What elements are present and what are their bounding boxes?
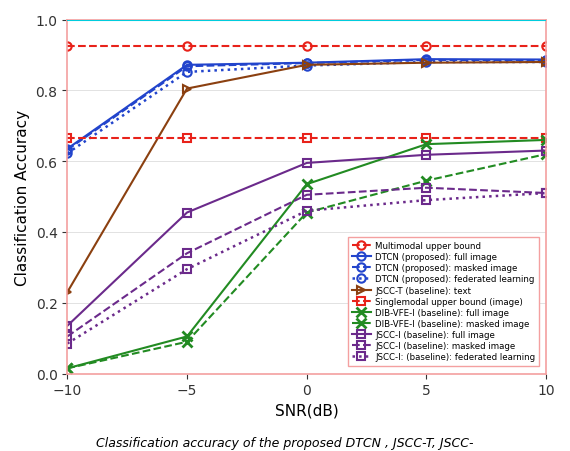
DTCN (proposed): full image: (10, 0.887): full image: (10, 0.887) xyxy=(543,58,549,63)
JSCC-I (baseline): full image: (0, 0.595): full image: (0, 0.595) xyxy=(303,161,310,166)
Y-axis label: Classification Accuracy: Classification Accuracy xyxy=(15,109,30,285)
DIB-VFE-I (baseline): masked image: (-5, 0.09): masked image: (-5, 0.09) xyxy=(184,339,190,345)
X-axis label: SNR(dB): SNR(dB) xyxy=(275,403,339,418)
DIB-VFE-I (baseline): full image: (0, 0.535): full image: (0, 0.535) xyxy=(303,182,310,188)
DTCN (proposed): masked image: (5, 0.886): masked image: (5, 0.886) xyxy=(423,58,430,64)
Line: JSCC-I (baseline): full image: JSCC-I (baseline): full image xyxy=(63,147,551,330)
JSCC-I: (baseline): federated learning: (10, 0.51): (baseline): federated learning: (10, 0.5… xyxy=(543,191,549,196)
Text: Classification accuracy of the proposed DTCN , JSCC-T, JSCC-: Classification accuracy of the proposed … xyxy=(96,437,474,450)
JSCC-T (baseline): text: (5, 0.878): text: (5, 0.878) xyxy=(423,61,430,66)
DTCN (proposed): federated learning: (5, 0.88): federated learning: (5, 0.88) xyxy=(423,60,430,65)
Line: Singlemodal upper bound (image): Singlemodal upper bound (image) xyxy=(63,135,551,143)
DTCN (proposed): full image: (-10, 0.635): full image: (-10, 0.635) xyxy=(64,147,71,152)
JSCC-I (baseline): full image: (-5, 0.455): full image: (-5, 0.455) xyxy=(184,210,190,216)
Multimodal upper bound xyxy=(543,45,549,50)
Line: DTCN (proposed): masked image: DTCN (proposed): masked image xyxy=(63,56,551,155)
Singlemodal upper bound (image) xyxy=(303,136,310,142)
DTCN (proposed): federated learning: (10, 0.88): federated learning: (10, 0.88) xyxy=(543,60,549,65)
Line: JSCC-T (baseline): text: JSCC-T (baseline): text xyxy=(63,59,551,297)
Multimodal upper bound xyxy=(303,45,310,50)
Line: DIB-VFE-I (baseline): full image: DIB-VFE-I (baseline): full image xyxy=(63,136,551,373)
DTCN (proposed): full image: (0, 0.878): full image: (0, 0.878) xyxy=(303,61,310,66)
DIB-VFE-I (baseline): full image: (-10, 0.015): full image: (-10, 0.015) xyxy=(64,366,71,371)
DIB-VFE-I (baseline): masked image: (5, 0.545): masked image: (5, 0.545) xyxy=(423,179,430,184)
JSCC-I (baseline): masked image: (0, 0.505): masked image: (0, 0.505) xyxy=(303,193,310,198)
Singlemodal upper bound (image) xyxy=(423,136,430,142)
JSCC-T (baseline): text: (0, 0.872): text: (0, 0.872) xyxy=(303,63,310,69)
JSCC-T (baseline): text: (-5, 0.805): text: (-5, 0.805) xyxy=(184,87,190,92)
JSCC-I (baseline): full image: (10, 0.63): full image: (10, 0.63) xyxy=(543,148,549,154)
JSCC-I (baseline): masked image: (10, 0.51): masked image: (10, 0.51) xyxy=(543,191,549,196)
DTCN (proposed): masked image: (-10, 0.632): masked image: (-10, 0.632) xyxy=(64,148,71,153)
Multimodal upper bound xyxy=(64,45,71,50)
DIB-VFE-I (baseline): full image: (-5, 0.105): full image: (-5, 0.105) xyxy=(184,334,190,340)
DTCN (proposed): masked image: (10, 0.885): masked image: (10, 0.885) xyxy=(543,58,549,64)
Line: DTCN (proposed): full image: DTCN (proposed): full image xyxy=(63,56,551,154)
DTCN (proposed): masked image: (-5, 0.868): masked image: (-5, 0.868) xyxy=(184,64,190,70)
Singlemodal upper bound (image) xyxy=(64,136,71,142)
JSCC-I: (baseline): federated learning: (5, 0.49): (baseline): federated learning: (5, 0.49… xyxy=(423,198,430,203)
Line: JSCC-I (baseline): masked image: JSCC-I (baseline): masked image xyxy=(63,184,551,341)
DTCN (proposed): full image: (5, 0.888): full image: (5, 0.888) xyxy=(423,57,430,63)
Line: DTCN (proposed): federated learning: DTCN (proposed): federated learning xyxy=(63,59,551,158)
JSCC-I: (baseline): federated learning: (0, 0.46): (baseline): federated learning: (0, 0.46… xyxy=(303,208,310,214)
JSCC-I (baseline): masked image: (-10, 0.105): masked image: (-10, 0.105) xyxy=(64,334,71,340)
DTCN (proposed): federated learning: (-5, 0.852): federated learning: (-5, 0.852) xyxy=(184,70,190,75)
Singlemodal upper bound (image) xyxy=(543,136,549,142)
DIB-VFE-I (baseline): masked image: (10, 0.62): masked image: (10, 0.62) xyxy=(543,152,549,157)
JSCC-I: (baseline): federated learning: (-5, 0.295): (baseline): federated learning: (-5, 0.2… xyxy=(184,267,190,272)
JSCC-I: (baseline): federated learning: (-10, 0.085): (baseline): federated learning: (-10, 0.… xyxy=(64,341,71,346)
JSCC-I (baseline): full image: (5, 0.618): full image: (5, 0.618) xyxy=(423,153,430,158)
Legend: Multimodal upper bound, DTCN (proposed): full image, DTCN (proposed): masked ima: Multimodal upper bound, DTCN (proposed):… xyxy=(348,237,539,366)
Line: JSCC-I: (baseline): federated learning: JSCC-I: (baseline): federated learning xyxy=(63,189,551,348)
DIB-VFE-I (baseline): masked image: (0, 0.455): masked image: (0, 0.455) xyxy=(303,210,310,216)
DIB-VFE-I (baseline): full image: (5, 0.648): full image: (5, 0.648) xyxy=(423,142,430,147)
JSCC-I (baseline): masked image: (5, 0.525): masked image: (5, 0.525) xyxy=(423,186,430,191)
DTCN (proposed): federated learning: (0, 0.87): federated learning: (0, 0.87) xyxy=(303,64,310,69)
JSCC-I (baseline): full image: (-10, 0.135): full image: (-10, 0.135) xyxy=(64,323,71,329)
Singlemodal upper bound (image) xyxy=(184,136,190,142)
DTCN (proposed): federated learning: (-10, 0.622): federated learning: (-10, 0.622) xyxy=(64,152,71,157)
DIB-VFE-I (baseline): masked image: (-10, 0.015): masked image: (-10, 0.015) xyxy=(64,366,71,371)
DTCN (proposed): masked image: (0, 0.877): masked image: (0, 0.877) xyxy=(303,61,310,67)
JSCC-T (baseline): text: (10, 0.88): text: (10, 0.88) xyxy=(543,60,549,65)
JSCC-I (baseline): masked image: (-5, 0.34): masked image: (-5, 0.34) xyxy=(184,251,190,256)
Multimodal upper bound xyxy=(184,45,190,50)
Line: Multimodal upper bound: Multimodal upper bound xyxy=(63,43,551,51)
DTCN (proposed): full image: (-5, 0.872): full image: (-5, 0.872) xyxy=(184,63,190,69)
DIB-VFE-I (baseline): full image: (10, 0.66): full image: (10, 0.66) xyxy=(543,138,549,143)
Line: DIB-VFE-I (baseline): masked image: DIB-VFE-I (baseline): masked image xyxy=(63,150,551,373)
JSCC-T (baseline): text: (-10, 0.23): text: (-10, 0.23) xyxy=(64,290,71,295)
Multimodal upper bound xyxy=(423,45,430,50)
